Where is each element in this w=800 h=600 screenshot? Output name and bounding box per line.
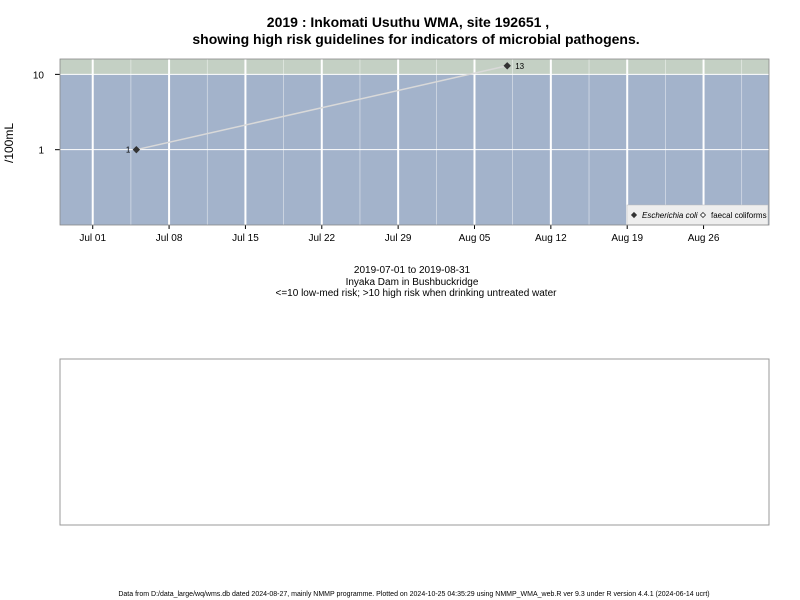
y-axis-label: /100mL [2, 123, 16, 163]
x-tick-label: Aug 26 [688, 233, 720, 244]
x-tick-label: Jul 01 [79, 233, 106, 244]
x-tick-label: Jul 22 [308, 233, 335, 244]
data-point [503, 62, 511, 70]
footer-note: Data from D:/data_large/wq/wms.db dated … [118, 591, 709, 598]
high-risk-band [60, 59, 769, 75]
data-label: 13 [515, 62, 524, 71]
x-tick-label: Aug 19 [611, 233, 643, 244]
series-line [136, 65, 508, 151]
y-tick-label: 1 [38, 146, 44, 157]
x-tick-label: Jul 29 [385, 233, 412, 244]
legend-marker [630, 211, 638, 219]
caption-site-name: Inyaka Dam in Bushbuckridge [346, 277, 479, 288]
empty-secondary-panel [59, 358, 770, 526]
x-tick-label: Aug 12 [535, 233, 567, 244]
data-label: 1 [126, 146, 131, 155]
plot-area: Jul 01 Jul 08 Jul 15 Jul 22 Jul 29 Aug 05 Aug … [33, 58, 770, 244]
x-tick-label: Aug 05 [459, 233, 491, 244]
legend-entry: Escherichia coli [642, 211, 698, 220]
chart-title-line1: 2019 : Inkomati Usuthu WMA, site 192651 … [267, 14, 549, 30]
x-tick-label: Jul 15 [232, 233, 259, 244]
caption-date-range: 2019-07-01 to 2019-08-31 [354, 265, 471, 276]
data-point [132, 145, 141, 154]
y-tick-label: 10 [33, 70, 45, 81]
legend-marker [699, 211, 707, 219]
plot-background [60, 59, 769, 225]
plot-border [59, 58, 770, 226]
chart-title-line2: showing high risk guidelines for indicat… [192, 31, 639, 47]
caption-risk-guideline: <=10 low-med risk; >10 high risk when dr… [276, 288, 558, 299]
x-tick-label: Jul 08 [156, 233, 183, 244]
legend-entry: faecal coliforms [711, 211, 767, 220]
